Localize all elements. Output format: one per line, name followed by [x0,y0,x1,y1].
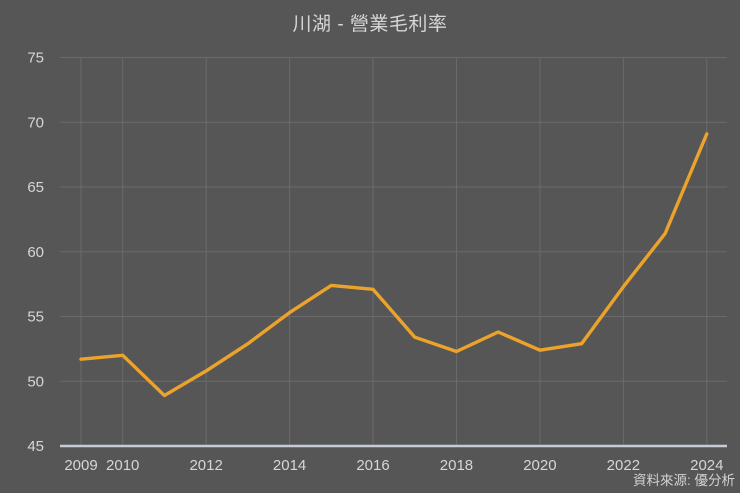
x-tick-label: 2014 [273,457,306,474]
y-tick-label: 75 [27,50,44,67]
y-tick-label: 70 [27,114,44,131]
y-tick-label: 65 [27,179,44,196]
y-tick-label: 50 [27,373,44,390]
y-tick-label: 55 [27,309,44,326]
y-tick-label: 60 [27,244,44,261]
x-tick-label: 2024 [690,457,723,474]
x-tick-label: 2016 [356,457,389,474]
x-tick-label: 2012 [189,457,222,474]
x-tick-label: 2010 [106,457,139,474]
x-tick-label: 2022 [607,457,640,474]
x-tick-label: 2009 [64,457,97,474]
x-tick-label: 2018 [440,457,473,474]
chart-title: 川湖 - 營業毛利率 [292,14,448,35]
y-tick-label: 45 [27,438,44,455]
x-tick-label: 2020 [523,457,556,474]
margin-data-line [79,132,709,398]
data-source-label: 資料來源: 優分析 [632,473,735,488]
